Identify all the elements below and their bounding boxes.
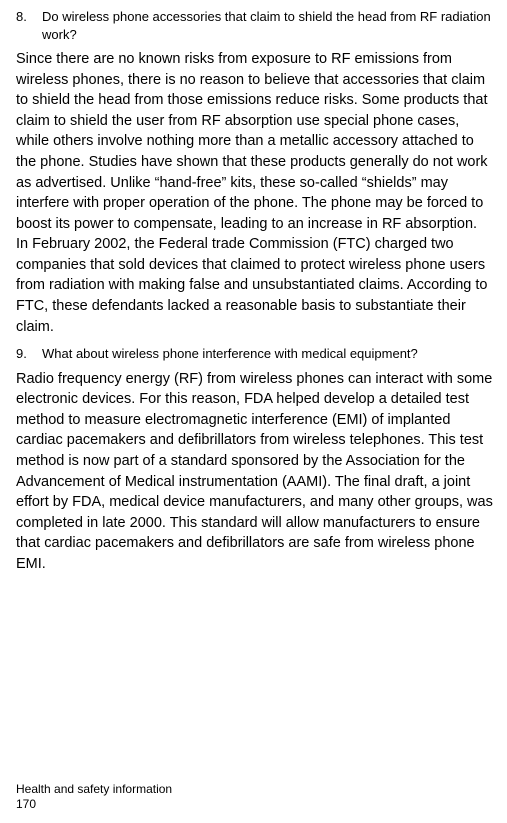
footer-section-title: Health and safety information (16, 782, 172, 798)
question-8-text: Do wireless phone accessories that claim… (42, 8, 493, 43)
question-9-number: 9. (16, 345, 42, 363)
question-9-text: What about wireless phone interference w… (42, 345, 493, 363)
question-8: 8. Do wireless phone accessories that cl… (16, 8, 493, 43)
answer-8: Since there are no known risks from expo… (16, 49, 493, 337)
answer-9: Radio frequency energy (RF) from wireles… (16, 369, 493, 575)
page-footer: Health and safety information 170 (16, 782, 172, 813)
footer-page-number: 170 (16, 797, 172, 813)
question-9: 9. What about wireless phone interferenc… (16, 345, 493, 363)
question-8-number: 8. (16, 8, 42, 43)
